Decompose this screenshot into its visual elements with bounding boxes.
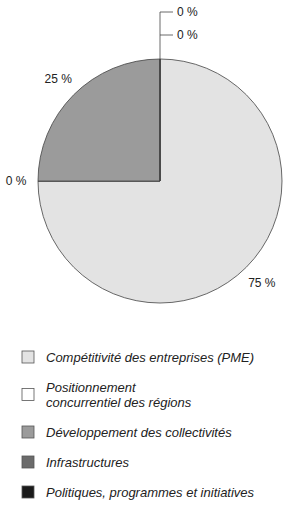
slice [38,59,160,181]
leader-line [160,12,173,13]
legend-swatch [22,486,34,498]
data-label: 0 % [6,174,27,188]
chart: 75 % 0 % 25 % 0 % 0 % Compétitivité des entre… [0,0,290,522]
slice [38,59,282,303]
legend-label: Infrastructures [46,455,130,470]
slice [160,59,161,181]
legend: Compétitivité des entreprises (PME) Posit… [22,350,255,500]
leader-line [160,35,173,36]
legend-swatch [22,351,34,363]
legend-label: Compétitivité des entreprises (PME) [46,350,254,365]
legend-label: Positionnementconcurrentiel des régions [46,380,192,410]
legend-swatch [22,389,34,401]
data-label: 0 % [177,5,198,19]
data-label: 0 % [177,28,198,42]
data-labels: 75 % 0 % 25 % 0 % 0 % [6,5,276,290]
leader-line [160,12,161,59]
legend-label: Développement des collectivités [46,425,232,440]
pie [38,59,282,303]
slice [160,59,161,181]
legend-swatch [22,426,34,438]
data-label: 25 % [44,72,72,86]
data-label: 75 % [248,276,276,290]
legend-label: Politiques, programmes et initiatives [46,485,255,500]
legend-swatch [22,456,34,468]
